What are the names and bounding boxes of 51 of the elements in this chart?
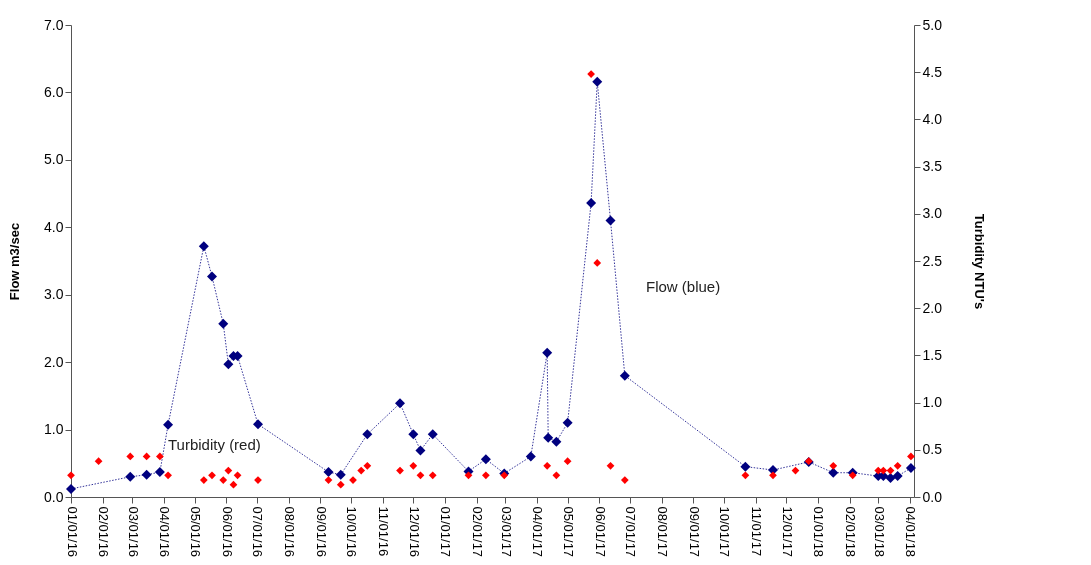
y-tick-label: 4.0 xyxy=(44,218,64,235)
x-tick-label: 03/01/16 xyxy=(125,506,141,558)
x-tick-label: 08/01/17 xyxy=(655,506,671,558)
x-tick-label: 05/01/16 xyxy=(188,506,204,558)
y-tick-label: 6.0 xyxy=(44,83,64,100)
y2-tick-label: 0.0 xyxy=(922,488,943,505)
x-tick-label: 06/01/17 xyxy=(592,506,608,558)
x-tick-label: 01/01/18 xyxy=(811,506,827,558)
x-tick-label: 03/01/17 xyxy=(498,506,514,558)
x-tick-label: 08/01/16 xyxy=(282,506,298,558)
y2-tick-label: 2.0 xyxy=(922,299,943,316)
x-tick-label: 03/01/18 xyxy=(871,506,887,558)
y-tick-label: 5.0 xyxy=(44,151,64,168)
x-tick-label: 02/01/18 xyxy=(843,506,859,558)
x-tick-label: 01/01/16 xyxy=(64,506,80,558)
x-tick-label: 09/01/16 xyxy=(313,506,329,558)
y-tick-label: 7.0 xyxy=(44,16,64,33)
y2-tick-label: 1.5 xyxy=(922,346,943,363)
y-tick-label: 2.0 xyxy=(44,353,64,370)
x-tick-label: 04/01/17 xyxy=(530,506,546,558)
y2-tick-label: 3.5 xyxy=(922,158,943,175)
y-axis-title: Flow m3/sec xyxy=(7,222,23,301)
x-tick-label: 01/01/17 xyxy=(438,506,454,558)
y2-tick-label: 3.0 xyxy=(922,205,943,222)
x-tick-label: 06/01/16 xyxy=(219,506,235,558)
series-label: Flow (blue) xyxy=(646,278,721,295)
y-tick-label: 1.0 xyxy=(44,421,64,438)
x-tick-label: 11/01/16 xyxy=(376,506,392,557)
x-tick-label: 09/01/17 xyxy=(686,506,702,558)
y-tick-label: 0.0 xyxy=(44,488,64,505)
x-tick-label: 07/01/16 xyxy=(250,506,266,558)
y2-tick-label: 0.5 xyxy=(922,441,943,458)
series-label: Turbidity (red) xyxy=(168,436,261,453)
y2-tick-label: 2.5 xyxy=(922,252,943,269)
y2-tick-label: 1.0 xyxy=(922,394,943,411)
x-tick-label: 05/01/17 xyxy=(561,506,577,558)
x-tick-label: 11/01/17 xyxy=(749,506,765,557)
x-tick-label: 02/01/17 xyxy=(470,506,486,558)
x-tick-label: 12/01/16 xyxy=(406,506,422,558)
y2-tick-label: 5.0 xyxy=(922,16,943,33)
x-tick-label: 10/01/16 xyxy=(344,506,360,558)
y2-tick-label: 4.5 xyxy=(922,63,943,80)
x-tick-label: 04/01/18 xyxy=(903,506,919,558)
x-tick-label: 07/01/17 xyxy=(623,506,639,558)
y2-tick-label: 4.0 xyxy=(922,110,943,127)
x-tick-label: 12/01/17 xyxy=(779,506,795,558)
x-tick-label: 04/01/16 xyxy=(157,506,173,558)
y-tick-label: 3.0 xyxy=(44,286,64,303)
y2-axis-title: Turbidity NTU's xyxy=(971,213,987,310)
x-tick-label: 02/01/16 xyxy=(96,506,112,558)
x-tick-label: 10/01/17 xyxy=(717,506,733,558)
